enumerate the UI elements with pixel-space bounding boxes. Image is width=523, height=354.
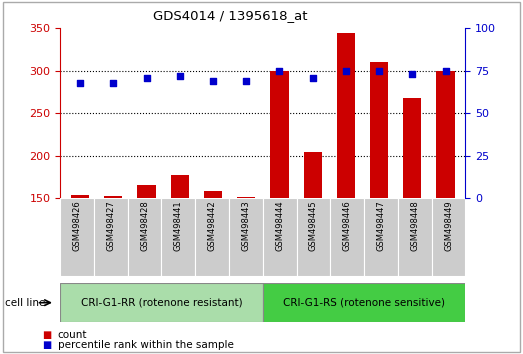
Text: GSM498441: GSM498441 — [174, 201, 183, 251]
Point — [176, 73, 184, 79]
Bar — [364, 198, 398, 276]
Text: ■: ■ — [42, 340, 52, 350]
Point — [76, 80, 84, 86]
Bar — [195, 198, 229, 276]
Bar — [71, 195, 89, 326]
Bar — [337, 33, 355, 326]
Point — [441, 68, 450, 74]
Point — [408, 72, 416, 77]
Text: GSM498427: GSM498427 — [106, 201, 115, 251]
Bar — [436, 71, 454, 326]
Bar — [263, 283, 465, 322]
Text: CRI-G1-RS (rotenone sensitive): CRI-G1-RS (rotenone sensitive) — [283, 298, 445, 308]
Text: cell line: cell line — [5, 298, 46, 308]
Bar — [431, 198, 465, 276]
Bar — [270, 71, 289, 326]
Text: GSM498446: GSM498446 — [343, 201, 352, 251]
Bar — [263, 198, 297, 276]
Bar — [94, 198, 128, 276]
Point — [242, 78, 251, 84]
Text: count: count — [58, 330, 87, 339]
Bar — [237, 198, 255, 326]
Bar — [60, 198, 94, 276]
Point — [275, 68, 283, 74]
Bar — [170, 175, 189, 326]
Text: GSM498449: GSM498449 — [444, 201, 453, 251]
Point — [342, 68, 350, 74]
Text: GSM498428: GSM498428 — [140, 201, 149, 251]
Text: GSM498443: GSM498443 — [242, 201, 251, 251]
Bar — [104, 196, 122, 326]
Bar — [331, 198, 364, 276]
Point — [142, 75, 151, 80]
Point — [375, 68, 383, 74]
Text: percentile rank within the sample: percentile rank within the sample — [58, 340, 233, 350]
Text: CRI-G1-RR (rotenone resistant): CRI-G1-RR (rotenone resistant) — [81, 298, 242, 308]
Point — [209, 78, 217, 84]
Bar — [60, 283, 263, 322]
Bar — [204, 192, 222, 326]
Bar — [138, 185, 156, 326]
Text: GSM498447: GSM498447 — [377, 201, 385, 251]
Bar — [303, 152, 322, 326]
Bar — [370, 62, 388, 326]
Text: GSM498444: GSM498444 — [275, 201, 284, 251]
Text: ■: ■ — [42, 330, 52, 339]
Point — [109, 80, 118, 86]
Text: GSM498442: GSM498442 — [208, 201, 217, 251]
Text: GSM498445: GSM498445 — [309, 201, 318, 251]
Bar — [297, 198, 331, 276]
Bar — [162, 198, 195, 276]
Bar — [128, 198, 162, 276]
Text: GSM498426: GSM498426 — [73, 201, 82, 251]
Bar — [398, 198, 431, 276]
Bar — [403, 98, 422, 326]
Text: GDS4014 / 1395618_at: GDS4014 / 1395618_at — [153, 9, 308, 22]
Text: GSM498448: GSM498448 — [411, 201, 419, 251]
Bar — [229, 198, 263, 276]
Point — [309, 75, 317, 80]
